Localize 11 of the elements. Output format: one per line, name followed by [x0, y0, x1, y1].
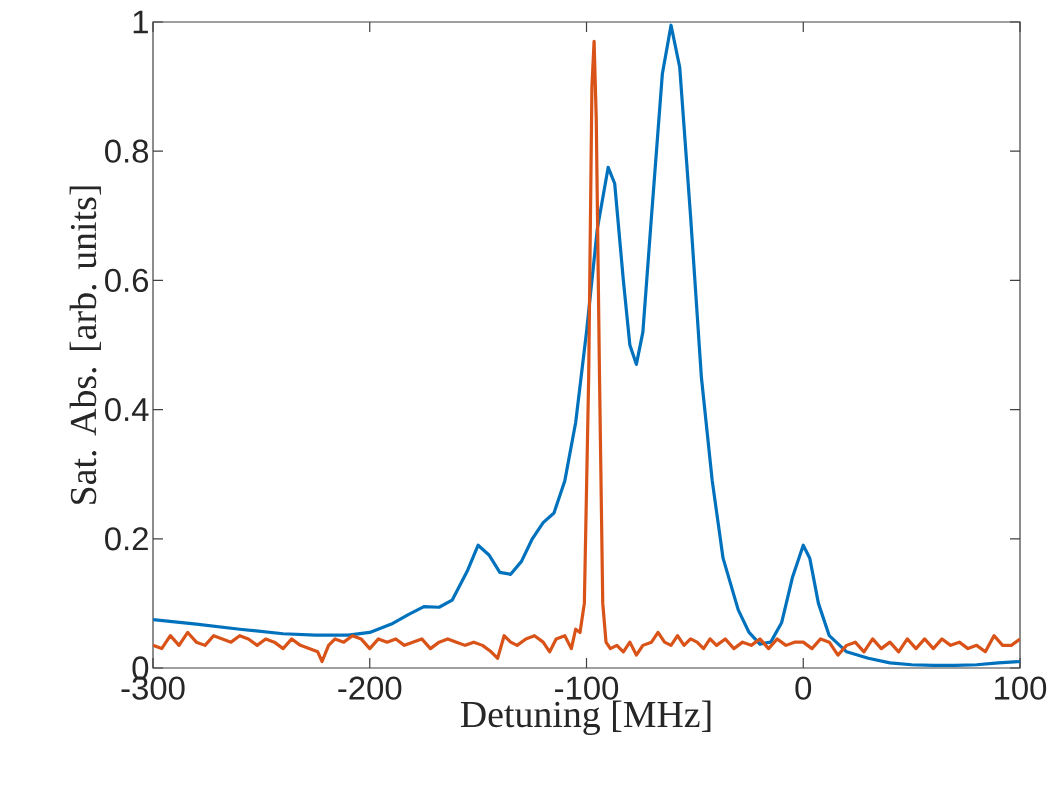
y-tick-label: 0.2: [105, 527, 148, 551]
y-tick-label: 0.4: [105, 397, 149, 422]
y-axis-title: Sat. Abs. [arb. units]: [69, 186, 101, 504]
x-axis-title: Detuning [MHz]: [460, 700, 711, 736]
x-tick-label: 0: [795, 676, 812, 700]
y-tick-label: 0.8: [105, 139, 149, 163]
x-tick-label: -100: [555, 676, 619, 700]
y-tick-label: 1: [133, 10, 148, 34]
y-tick-label: 0.6: [105, 268, 149, 293]
x-tick-label: -200: [338, 676, 402, 700]
x-tick-label: 100: [995, 676, 1047, 700]
